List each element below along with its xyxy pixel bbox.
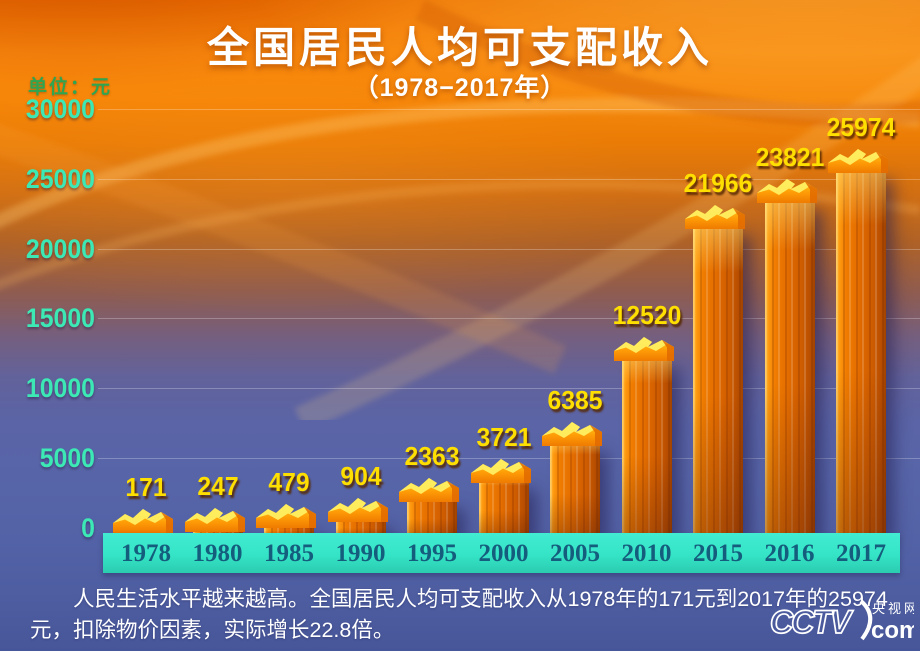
x-axis-year-label: 2016 xyxy=(764,540,815,567)
x-axis-year-label: 1995 xyxy=(407,540,457,567)
caption-text: 人民生活水平越来越高。全国居民人均可支配收入从1978年的171元到2017年的… xyxy=(30,587,888,642)
bar-cap-1995 xyxy=(399,478,459,503)
gridline xyxy=(98,109,920,110)
x-axis-year-label: 2010 xyxy=(621,540,672,567)
x-axis-band: 1978 1980 1985 1990 1995 2000 2005 2010 2015 2016… xyxy=(103,533,900,573)
bar-value-label: 6385 xyxy=(547,385,603,416)
x-axis-year-label: 1978 xyxy=(121,540,171,567)
bar-value-label: 12520 xyxy=(612,299,681,330)
x-axis-year-label: 2015 xyxy=(693,540,743,567)
bar-value-label: 21966 xyxy=(683,167,753,198)
x-axis-year-label: 1980 xyxy=(192,540,243,567)
x-axis-year-label: 1985 xyxy=(264,540,314,567)
bar-1995 xyxy=(407,495,457,538)
bar-2017 xyxy=(836,166,886,538)
page-subtitle: （1978−2017年） xyxy=(353,74,567,102)
bar-cap-2005 xyxy=(542,422,602,447)
bar-cap-1978 xyxy=(113,508,173,533)
logo-domain-text: com xyxy=(871,617,914,644)
logo-swoosh xyxy=(859,599,873,641)
gridline xyxy=(98,458,920,459)
bar-value-label: 3721 xyxy=(476,422,531,453)
bar-value-label: 479 xyxy=(268,467,310,498)
bar-2005 xyxy=(550,439,600,538)
bar-2000 xyxy=(478,476,529,538)
y-axis-tick-label: 5000 xyxy=(39,442,95,473)
y-axis-tick-label: 25000 xyxy=(25,164,95,195)
cctv-logo-text: CCTV xyxy=(770,604,854,640)
bar-value-label: 25974 xyxy=(826,112,896,143)
y-axis-tick-label: 20000 xyxy=(25,233,95,264)
bar-cap-2015 xyxy=(685,204,745,229)
page-title: 全国居民人均可支配收入 xyxy=(206,24,713,71)
bar-cap-2010 xyxy=(613,336,674,361)
bar-cap-1985 xyxy=(256,504,316,529)
unit-label: 单位：元 xyxy=(28,77,113,98)
bar-2010 xyxy=(621,353,672,538)
x-axis-year-label: 2005 xyxy=(550,540,600,567)
bar-cap-2000 xyxy=(470,459,531,484)
logo-site-text: 央视网 xyxy=(872,601,914,616)
y-axis-tick-label: 10000 xyxy=(25,373,95,404)
bar-value-label: 23821 xyxy=(755,142,824,173)
bar-value-label: 904 xyxy=(339,461,382,492)
x-axis-year-label: 2017 xyxy=(836,540,886,567)
y-axis-tick-label: 0 xyxy=(81,512,95,543)
x-axis-year-label: 2000 xyxy=(478,540,529,567)
bar-2016 xyxy=(764,196,815,538)
bar-value-label: 171 xyxy=(125,471,167,502)
x-axis-year-label: 1990 xyxy=(335,540,386,567)
cctv-com-logo: CCTV 央视网 com xyxy=(769,599,914,644)
bar-cap-1990 xyxy=(327,498,388,523)
y-axis-tick-label: 15000 xyxy=(25,303,95,334)
bar-cap-1980 xyxy=(184,507,245,532)
bar-value-label: 247 xyxy=(196,470,239,501)
bar-value-label: 2363 xyxy=(404,441,460,472)
bar-2015 xyxy=(693,221,743,538)
